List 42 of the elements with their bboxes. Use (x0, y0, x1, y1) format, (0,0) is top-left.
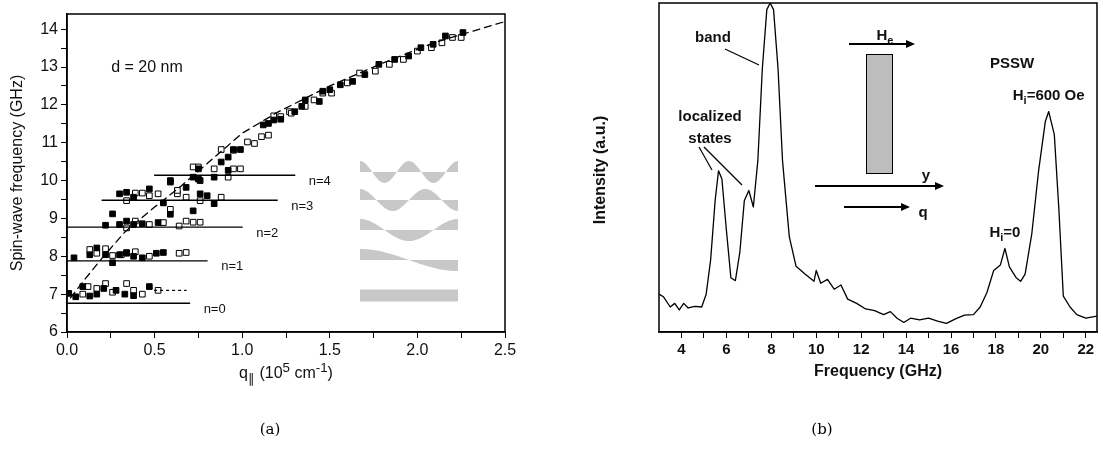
annotation: localized states (678, 107, 742, 146)
y-axis-title: Spin-wave frequency (GHz) (8, 74, 26, 272)
y-tick-label: 8 (49, 246, 59, 264)
text: (a) (259, 420, 281, 438)
annotation: PSSW (989, 54, 1035, 72)
x-tick-label: 14 (897, 340, 916, 358)
x-tick-label: 18 (987, 340, 1005, 358)
y-tick-label: 13 (40, 57, 59, 75)
y-tick-label: 7 (49, 284, 59, 302)
x-tick-label: 16 (942, 340, 960, 358)
x-tick-label: 22 (1077, 340, 1095, 358)
x-tick-label: 1.5 (318, 341, 342, 359)
y-tick-label: 14 (40, 19, 59, 37)
series-label: n=4 (308, 172, 331, 188)
y-axis-title: Intensity (a.u.) (591, 115, 609, 225)
series-label: n=1 (221, 258, 244, 274)
x-tick-label: 0.5 (143, 341, 166, 359)
y-tick-label: 10 (40, 170, 59, 188)
y-tick-label: 11 (41, 133, 59, 151)
annotation: q (918, 203, 928, 221)
text: (b) (811, 420, 833, 438)
x-tick-label: 10 (807, 340, 825, 358)
annotation: d = 20 nm (111, 58, 183, 76)
y-tick-label: 6 (49, 322, 59, 340)
x-axis-title: q$_{∥}$ (10$^{5}$ cm$^{-1}$) (239, 360, 333, 386)
x-tick-label: 4 (677, 340, 687, 358)
x-tick-label: 20 (1032, 340, 1050, 358)
annotation: y (921, 166, 931, 184)
annotation: band (695, 28, 731, 46)
series-label: n=0 (203, 300, 226, 316)
x-tick-label: 2.5 (493, 341, 517, 359)
x-tick-label: 12 (852, 340, 870, 358)
y-tick-label: 12 (40, 95, 59, 113)
series-label: n=2 (256, 224, 279, 240)
x-tick-label: 8 (767, 340, 776, 358)
y-tick-label: 9 (49, 208, 59, 226)
x-tick-label: 6 (722, 340, 731, 358)
series-label: n=3 (291, 197, 314, 213)
x-tick-label: 2.0 (406, 341, 429, 359)
x-tick-label: 1.0 (231, 341, 254, 359)
x-axis-title: Frequency (GHz) (813, 362, 943, 380)
x-tick-label: 0.0 (55, 341, 79, 359)
